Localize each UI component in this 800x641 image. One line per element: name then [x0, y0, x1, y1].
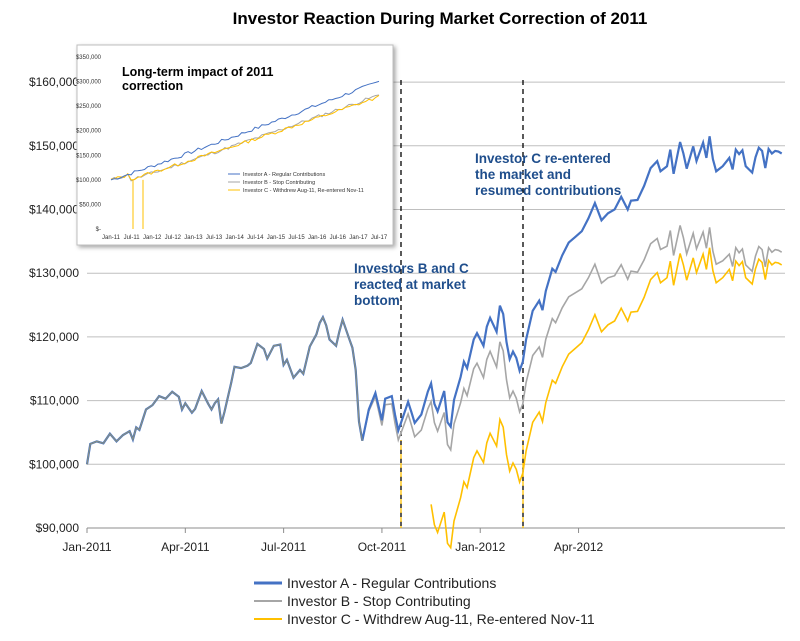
inset-title-line-1: Long-term impact of 2011 [122, 65, 273, 79]
inset-x-tick-label: Jan-16 [308, 235, 327, 241]
inset-series [110, 80, 380, 229]
inset-chart: Long-term impact of 2011 correction $- $5… [76, 44, 394, 246]
inset-y-tick-label: $200,000 [76, 129, 102, 135]
inset-x-ticks: Jan-11 Jul-11 Jan-12 Jul-12 Jan-13 Jul-13 Jan-… [102, 235, 388, 241]
inset-series-a [110, 80, 380, 181]
legend-label: Investor A - Regular Contributions [287, 575, 496, 591]
annotation-reentered-line-1: Investor C re-entered [475, 151, 611, 166]
inset-series-c [110, 94, 380, 181]
series-line-investor-c-after [430, 247, 783, 550]
legend-label: Investor B - Stop Contributing [287, 593, 471, 609]
y-tick-label: $90,000 [36, 521, 80, 535]
y-axis-ticks: $90,000 $100,000 $110,000 $120,000 $130,000 $… [29, 75, 79, 535]
inset-y-tick-label: $350,000 [76, 55, 102, 61]
annotation-reentered-line-2: the market and [475, 167, 571, 182]
x-axis-ticks: Jan-2011 Apr-2011 Jul-2011 Oct-2011 Jan-2012… [62, 528, 604, 554]
x-tick-label: Jan-2012 [455, 540, 505, 554]
inset-x-tick-label: Jul-12 [165, 235, 182, 241]
annotation-reentered: Investor C re-entered the market and res… [475, 151, 621, 198]
inset-y-tick-label: $- [96, 227, 101, 233]
legend: Investor A - Regular Contributions Invest… [254, 575, 595, 627]
annotation-bottom: Investors B and C reacted at market bott… [354, 261, 473, 308]
series-layer [85, 136, 783, 550]
inset-title-line-2: correction [122, 79, 183, 93]
x-tick-label: Apr-2012 [554, 540, 604, 554]
y-tick-label: $150,000 [29, 139, 79, 153]
x-tick-label: Jan-2011 [62, 540, 111, 554]
inset-y-tick-label: $150,000 [76, 153, 102, 159]
series-line-investor-c-before [86, 315, 364, 465]
y-tick-label: $130,000 [29, 266, 79, 280]
inset-x-tick-label: Jul-11 [124, 235, 141, 241]
inset-x-tick-label: Jan-11 [102, 235, 121, 241]
inset-x-tick-label: Jan-13 [184, 235, 203, 241]
annotation-reentered-line-3: resumed contributions [475, 183, 621, 198]
inset-x-tick-label: Jan-15 [267, 235, 286, 241]
x-tick-label: Jul-2011 [261, 540, 306, 554]
inset-x-tick-label: Jul-16 [330, 235, 347, 241]
inset-x-tick-label: Jul-15 [288, 235, 305, 241]
inset-x-tick-label: Jul-13 [206, 235, 223, 241]
y-tick-label: $140,000 [29, 203, 79, 217]
inset-y-ticks: $- $50,000 $100,000 $150,000 $200,000 $250,00… [76, 55, 102, 233]
inset-legend-label: Investor C - Withdrew Aug-11, Re-entered… [243, 188, 364, 194]
inset-y-tick-label: $250,000 [76, 104, 102, 110]
inset-x-tick-label: Jan-12 [143, 235, 162, 241]
inset-title: Long-term impact of 2011 correction [122, 65, 277, 93]
inset-legend-label: Investor B - Stop Contributing [243, 180, 315, 186]
inset-x-tick-label: Jan-17 [349, 235, 368, 241]
x-tick-label: Apr-2011 [161, 540, 210, 554]
annotation-bottom-line-2: reacted at market [354, 277, 466, 292]
inset-y-tick-label: $300,000 [76, 80, 102, 86]
inset-x-tick-label: Jul-17 [371, 235, 388, 241]
inset-y-tick-label: $100,000 [76, 178, 102, 184]
chart-title: Investor Reaction During Market Correcti… [233, 9, 648, 28]
legend-label: Investor C - Withdrew Aug-11, Re-entered… [287, 611, 595, 627]
inset-legend-label: Investor A - Regular Contributions [243, 172, 325, 178]
y-tick-label: $100,000 [29, 457, 79, 471]
y-tick-label: $120,000 [29, 330, 79, 344]
event-lines [400, 80, 524, 528]
annotation-bottom-line-3: bottom [354, 293, 400, 308]
inset-legend: Investor A - Regular Contributions Invest… [228, 172, 364, 194]
inset-x-tick-label: Jul-14 [247, 235, 264, 241]
annotation-bottom-line-1: Investors B and C [354, 261, 469, 276]
inset-x-tick-label: Jan-14 [226, 235, 245, 241]
series-line-overlap [86, 315, 363, 465]
inset-y-tick-label: $50,000 [79, 202, 101, 208]
y-tick-label: $160,000 [29, 75, 79, 89]
y-tick-label: $110,000 [30, 394, 79, 408]
x-tick-label: Oct-2011 [358, 540, 407, 554]
